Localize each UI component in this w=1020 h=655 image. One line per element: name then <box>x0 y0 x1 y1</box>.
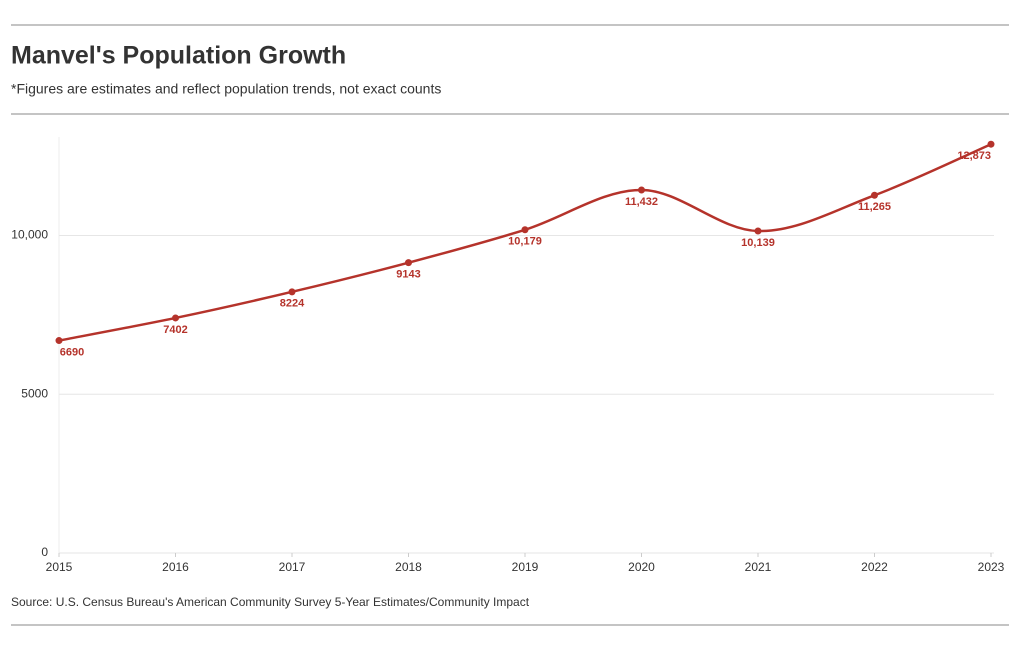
point <box>55 337 63 345</box>
point <box>405 259 412 267</box>
x-tick-label: 2016 <box>162 560 189 574</box>
y-tick-label: 5000 <box>21 386 48 400</box>
chart-title: Manvel's Population Growth <box>11 42 346 70</box>
y-tick-label: 0 <box>41 545 48 559</box>
point <box>871 191 878 199</box>
x-tick-label: 2017 <box>279 560 306 574</box>
value-label: 11,265 <box>858 201 891 213</box>
value-label: 12,873 <box>957 150 991 162</box>
point <box>754 227 762 235</box>
source: Source: U.S. Census Bureau's American Co… <box>11 595 530 609</box>
x-tick-label: 2021 <box>745 560 772 574</box>
value-label: 10,139 <box>741 237 775 249</box>
value-label: 6690 <box>60 346 84 358</box>
point <box>288 288 296 296</box>
point <box>987 140 995 148</box>
point <box>172 314 179 322</box>
value-label: 11,432 <box>625 196 658 208</box>
value-label: 7402 <box>163 324 187 336</box>
x-tick-label: 2020 <box>628 560 655 574</box>
x-tick-label: 2023 <box>978 560 1005 574</box>
value-label: 10,179 <box>508 236 542 248</box>
x-tick-label: 2019 <box>512 560 539 574</box>
x-tick-label: 2018 <box>395 560 422 574</box>
x-tick-label: 2015 <box>46 560 73 574</box>
x-tick-label: 2022 <box>861 560 888 574</box>
value-label: 8224 <box>280 298 305 310</box>
value-label: 9143 <box>396 269 420 281</box>
point <box>638 186 645 194</box>
point <box>521 226 529 234</box>
chart-subtitle: *Figures are estimates and reflect popul… <box>11 81 441 97</box>
y-tick-label: 10,000 <box>11 228 48 242</box>
line <box>58 143 992 342</box>
